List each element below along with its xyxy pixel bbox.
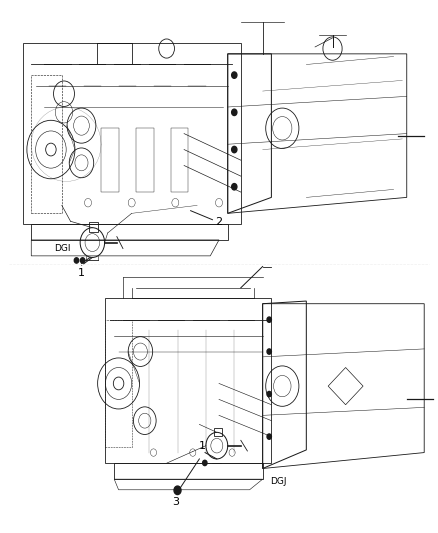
Circle shape [267,349,272,354]
Circle shape [232,72,237,78]
Circle shape [267,434,272,439]
Circle shape [174,486,181,495]
Circle shape [74,258,79,263]
Bar [171,128,188,192]
Text: DGJ: DGJ [270,478,286,486]
Circle shape [267,391,272,397]
Text: 2: 2 [215,217,223,228]
Circle shape [81,258,85,263]
Text: DGI: DGI [54,245,71,254]
Text: 1: 1 [78,268,85,278]
Circle shape [232,109,237,116]
Text: 0.0: 0.0 [81,265,83,266]
Bar [101,128,119,192]
Circle shape [232,147,237,153]
Circle shape [267,317,272,322]
Circle shape [232,183,237,190]
Bar [214,427,222,437]
Text: 1: 1 [199,441,206,451]
Text: 3: 3 [172,497,179,507]
Bar [136,128,153,192]
Bar [89,222,99,232]
Circle shape [203,461,207,466]
